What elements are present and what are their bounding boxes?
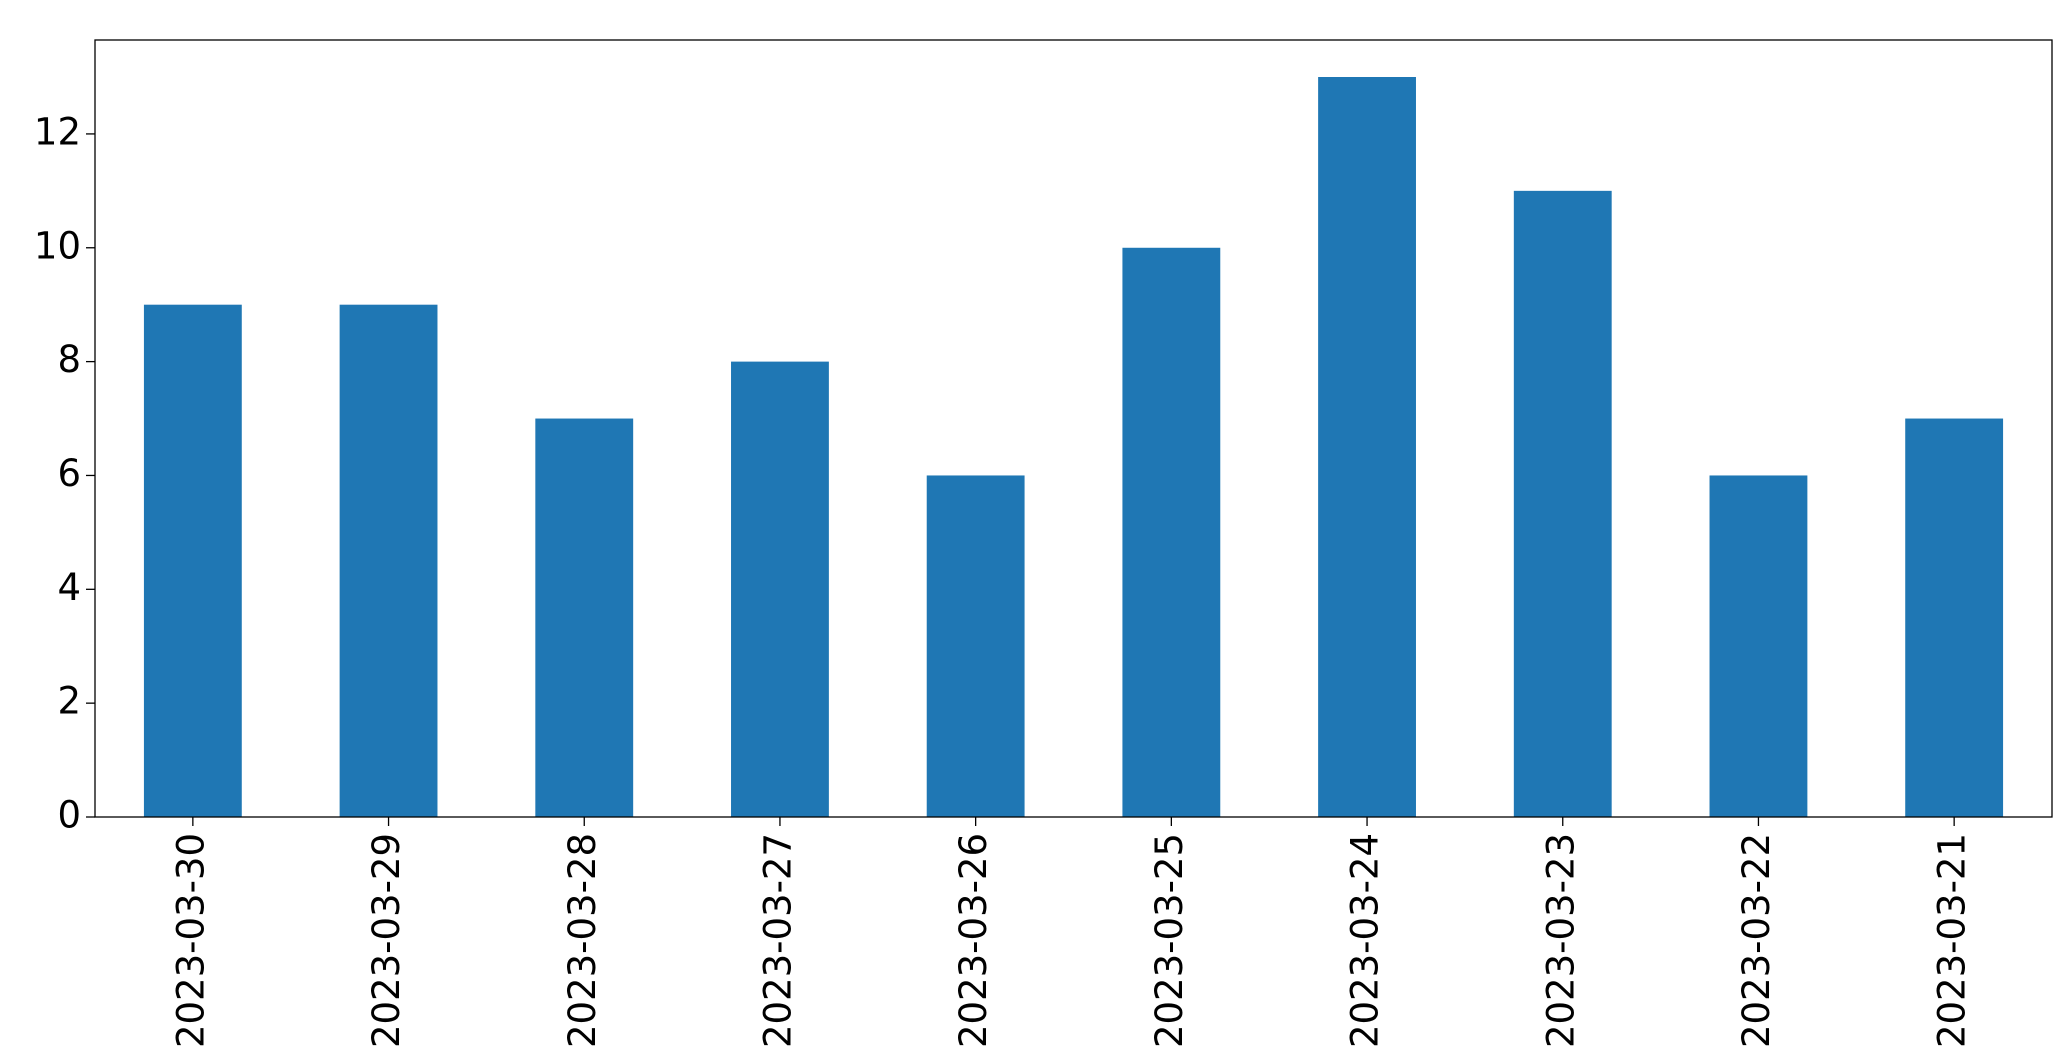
bar xyxy=(1709,475,1808,817)
x-tick-label: 2023-03-23 xyxy=(1539,833,1582,1048)
bar xyxy=(143,304,242,817)
plot-frame xyxy=(94,39,2053,818)
x-tick-label: 2023-03-22 xyxy=(1735,833,1778,1048)
x-tick-label: 2023-03-29 xyxy=(365,833,408,1048)
bar xyxy=(535,418,634,817)
x-tick-label: 2023-03-25 xyxy=(1148,833,1191,1048)
bar xyxy=(731,361,829,817)
y-tick-label: 4 xyxy=(57,566,81,609)
y-tick-label: 8 xyxy=(57,338,81,381)
x-tick-label: 2023-03-21 xyxy=(1931,833,1974,1048)
x-tick-label: 2023-03-27 xyxy=(756,833,799,1048)
bar xyxy=(1122,247,1221,817)
x-tick-label: 2023-03-24 xyxy=(1344,833,1387,1048)
bar xyxy=(926,475,1025,817)
y-tick-label: 10 xyxy=(34,224,81,267)
x-tick-label: 2023-03-26 xyxy=(952,833,995,1048)
bar xyxy=(1318,77,1416,817)
y-tick-label: 0 xyxy=(57,794,81,837)
x-tick-label: 2023-03-30 xyxy=(169,833,212,1048)
y-tick-label: 12 xyxy=(34,110,81,153)
bar xyxy=(1513,190,1612,817)
x-tick-label: 2023-03-28 xyxy=(561,833,604,1048)
bar xyxy=(339,304,438,817)
y-tick-label: 2 xyxy=(57,680,81,723)
bar xyxy=(1905,418,2004,817)
y-tick-label: 6 xyxy=(57,452,81,495)
